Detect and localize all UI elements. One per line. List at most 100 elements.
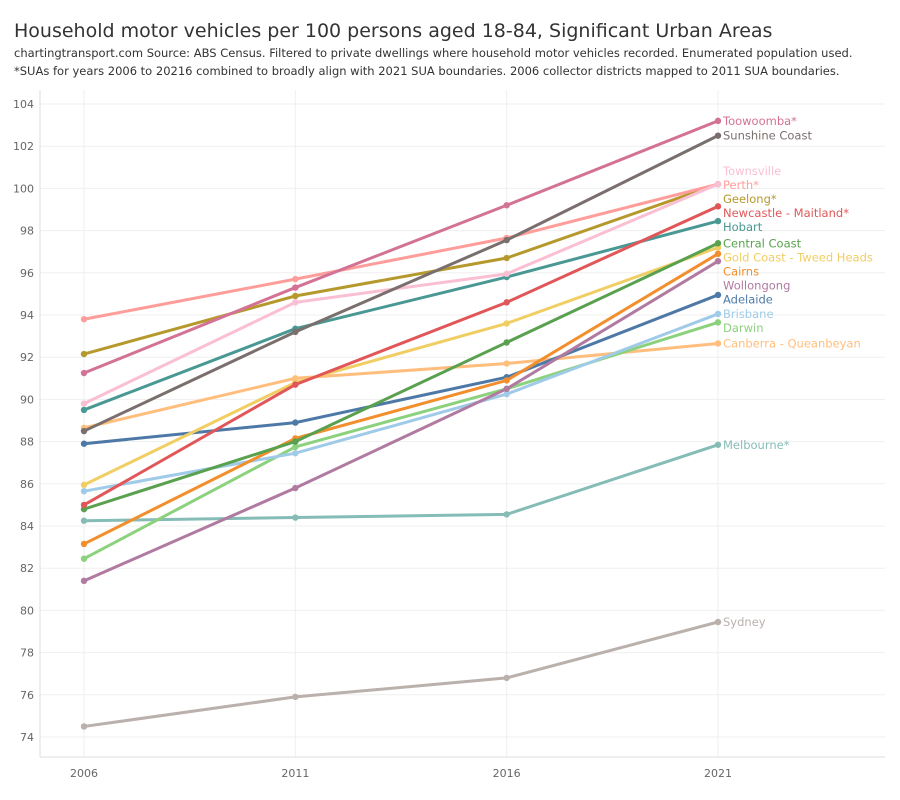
series-label: Cairns (723, 264, 759, 278)
data-point (503, 511, 510, 518)
series-line (83, 119, 719, 375)
series-wollongong: Wollongong (80, 257, 790, 585)
data-point (80, 350, 88, 358)
y-tick-label: 94 (20, 309, 34, 322)
data-point (80, 400, 88, 407)
series-townsville: Townsville (80, 164, 781, 407)
series-label: Geelong* (723, 192, 777, 206)
data-point (714, 618, 722, 626)
data-point (292, 275, 299, 283)
series-gold-coast-tweed-heads: Gold Coast - Tweed Heads (80, 244, 873, 489)
data-point (503, 377, 510, 384)
data-point (292, 419, 299, 426)
data-point (503, 320, 510, 327)
data-point (503, 202, 510, 209)
series-sunshine-coast: Sunshine Coast (80, 129, 812, 435)
data-point (503, 360, 510, 367)
data-point (714, 117, 722, 125)
data-point (714, 340, 722, 347)
data-point (714, 203, 722, 210)
y-tick-label: 82 (20, 562, 34, 575)
series-label: Hobart (723, 220, 763, 234)
series-label: Gold Coast - Tweed Heads (723, 250, 873, 264)
series-sydney: Sydney (80, 615, 766, 730)
series-label: Perth* (723, 178, 759, 192)
y-tick-label: 104 (13, 98, 34, 111)
data-point (503, 390, 510, 398)
y-tick-label: 80 (20, 604, 34, 617)
data-point (714, 291, 722, 299)
y-tick-label: 98 (20, 225, 34, 238)
y-tick-label: 84 (20, 520, 34, 533)
data-point (503, 339, 510, 346)
data-point (714, 257, 722, 265)
data-point (80, 369, 88, 377)
series-label: Townsville (722, 164, 781, 178)
chart-subtitle-note: *SUAs for years 2006 to 20216 combined t… (14, 64, 840, 78)
y-tick-label: 90 (20, 393, 34, 406)
data-point (292, 438, 299, 445)
data-point (292, 381, 299, 388)
data-point (292, 443, 299, 451)
series-label: Darwin (723, 321, 764, 335)
series-brisbane: Brisbane (80, 307, 774, 495)
data-point (503, 236, 510, 244)
y-tick-label: 92 (20, 351, 34, 364)
series-line (83, 259, 719, 583)
series-label: Sunshine Coast (723, 129, 812, 143)
series-line (83, 182, 719, 356)
data-point (714, 441, 722, 448)
data-point (503, 674, 510, 682)
y-tick-label: 76 (20, 689, 34, 702)
series-central-coast: Central Coast (80, 236, 802, 513)
series-line (83, 182, 719, 321)
data-point (714, 132, 722, 139)
data-point (292, 284, 299, 291)
data-point (292, 450, 299, 457)
data-point (714, 250, 722, 258)
y-tick-label: 102 (13, 140, 34, 153)
series-label: Central Coast (723, 236, 802, 250)
data-point (503, 385, 510, 393)
series-label: Brisbane (723, 307, 774, 321)
data-point (80, 540, 88, 548)
series-line (83, 219, 719, 412)
series-line (83, 182, 719, 405)
x-tick-label: 2011 (281, 767, 309, 780)
data-point (292, 484, 299, 492)
data-point (80, 517, 88, 524)
data-point (292, 292, 299, 300)
series-label: Canberra - Queanbeyan (723, 336, 861, 350)
x-tick-label: 2006 (70, 767, 98, 780)
x-tick-label: 2016 (493, 767, 521, 780)
data-point (80, 487, 88, 495)
series-perth-: Perth* (80, 178, 759, 323)
series-line (83, 620, 719, 728)
chart-subtitle-source: chartingtransport.com Source: ABS Census… (14, 46, 853, 60)
data-point (80, 316, 88, 323)
series-melbourne-: Melbourne* (80, 438, 790, 524)
data-point (714, 180, 722, 188)
x-tick-label: 2021 (704, 767, 732, 780)
series-line (83, 312, 719, 493)
data-point (714, 240, 722, 247)
data-point (80, 481, 88, 489)
data-point (80, 501, 88, 509)
series-cairns: Cairns (80, 250, 759, 548)
series-label: Adelaide (723, 292, 773, 306)
data-point (292, 299, 299, 306)
series-newcastle-maitland-: Newcastle - Maitland* (80, 203, 849, 509)
y-tick-label: 86 (20, 478, 34, 491)
y-tick-label: 78 (20, 647, 34, 660)
data-point (714, 310, 722, 318)
data-point (292, 693, 299, 701)
series-line (83, 204, 719, 507)
series-line (83, 443, 719, 523)
data-point (503, 254, 510, 262)
data-point (503, 299, 510, 306)
series-label: Sydney (723, 615, 766, 629)
data-point (80, 406, 88, 414)
data-point (292, 328, 299, 336)
data-point (80, 427, 88, 435)
